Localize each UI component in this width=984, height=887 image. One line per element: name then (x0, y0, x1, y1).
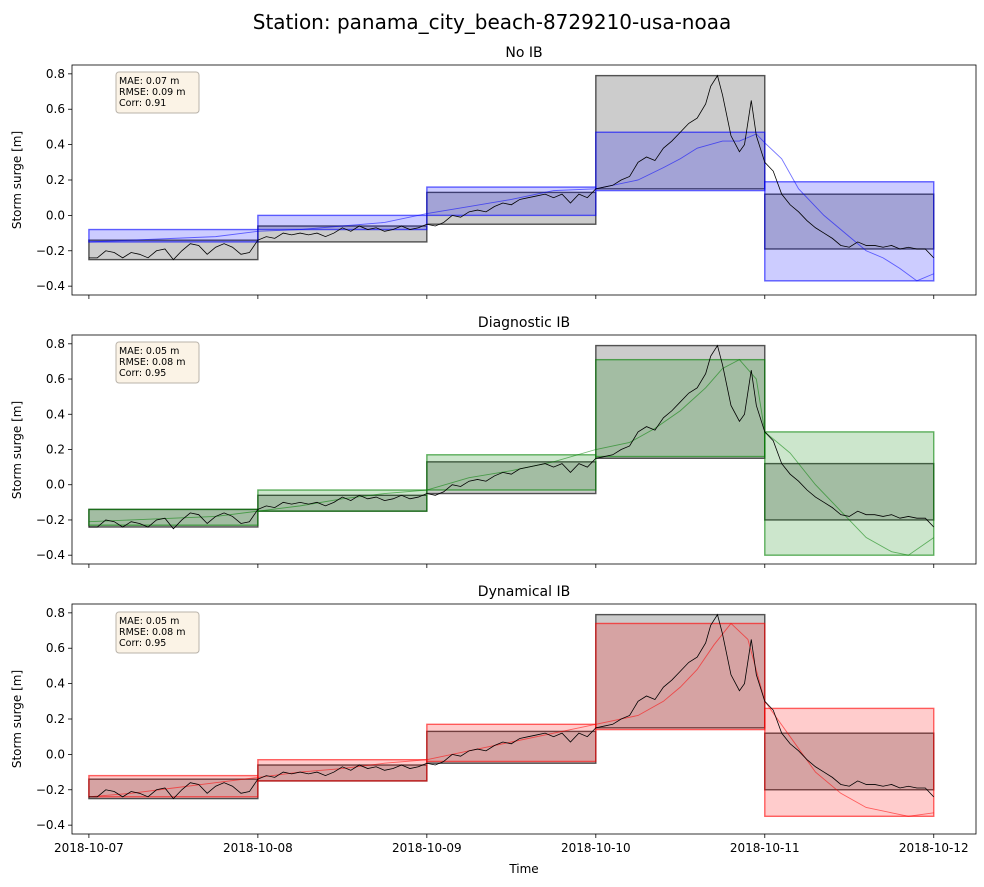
y-tick-label: 0.0 (46, 208, 65, 222)
model-range-box (257, 214, 428, 231)
observed-range-box (764, 732, 935, 791)
model-range-box (426, 454, 597, 491)
y-tick-label: −0.2 (36, 244, 65, 258)
y-tick-label: 0.4 (46, 407, 65, 421)
model-boxes (88, 622, 935, 818)
observed-range-box (426, 191, 597, 225)
stat-corr: Corr: 0.95 (119, 638, 166, 649)
model-range-box (595, 358, 766, 458)
observed-range-box (426, 730, 597, 764)
model-series-line (88, 359, 935, 556)
model-series (88, 133, 934, 282)
y-axis-label: Storm surge [m] (10, 401, 24, 499)
x-tick-label: 2018-10-10 (561, 841, 631, 855)
stats-box-frame (115, 71, 200, 114)
y-tick-label: −0.4 (36, 279, 65, 293)
stat-rmse: RMSE: 0.08 m (119, 627, 185, 638)
y-tick-label: −0.4 (36, 548, 65, 562)
y-tick-label: 0.2 (46, 173, 65, 187)
panel-title: No IB (505, 45, 542, 61)
panel-title: Dynamical IB (478, 584, 570, 600)
axes: −0.4 −0.2 0.0 0.2 0.4 0.6 0.8 (36, 64, 977, 299)
figure-title: Station: panama_city_beach-8729210-usa-n… (253, 10, 731, 34)
model-range-box (764, 431, 935, 556)
stat-mae: MAE: 0.05 m (119, 616, 179, 627)
y-tick-label: 0.6 (46, 372, 65, 386)
y-tick-label: 0.8 (46, 337, 65, 351)
x-axis-label: Time (508, 862, 538, 876)
stats-box-frame (115, 611, 200, 654)
model-series-line (88, 133, 934, 282)
model-range-box (764, 707, 935, 818)
x-tick-label: 2018-10-08 (223, 841, 293, 855)
observed-series (88, 613, 935, 800)
y-tick-label: 0.8 (46, 67, 65, 81)
model-boxes (88, 358, 935, 556)
x-tick-label: 2018-10-11 (730, 841, 800, 855)
observed-series-line (88, 613, 935, 800)
observed-boxes (88, 344, 935, 528)
model-range-box (595, 131, 766, 192)
stat-corr: Corr: 0.95 (119, 368, 166, 379)
panel-title: Diagnostic IB (478, 315, 570, 331)
model-range-box (257, 758, 428, 782)
model-boxes (88, 131, 935, 282)
stats-box-frame (115, 341, 200, 384)
stat-mae: MAE: 0.05 m (119, 346, 179, 357)
y-tick-label: 0.6 (46, 102, 65, 116)
stats-box: MAE: 0.05 m RMSE: 0.08 m Corr: 0.95 (115, 611, 200, 654)
panel-no-ib: No IB Storm surge [m] −0.4 −0.2 0.0 0.2 0.4 0… (10, 45, 977, 299)
axes: −0.4 −0.2 0.0 0.2 0.4 0.6 0.8 2018-10-07 2018-10… (36, 603, 977, 855)
observed-series (88, 344, 935, 530)
observed-series-line (88, 74, 935, 261)
y-tick-label: 0.0 (46, 478, 65, 492)
y-tick-label: 0.4 (46, 677, 65, 691)
y-tick-label: 0.2 (46, 443, 65, 457)
stat-mae: MAE: 0.07 m (119, 76, 179, 87)
model-range-box (595, 622, 766, 731)
observed-boxes (88, 613, 935, 800)
observed-series (88, 74, 935, 261)
panel-dynamical-ib: Dynamical IB Storm surge [m] −0.4 −0.2 0.0… (10, 584, 977, 876)
y-tick-label: 0.0 (46, 747, 65, 761)
model-series (88, 359, 935, 556)
stat-corr: Corr: 0.91 (119, 98, 166, 109)
axes: −0.4 −0.2 0.0 0.2 0.4 0.6 0.8 (36, 334, 977, 568)
x-tick-label: 2018-10-07 (54, 841, 124, 855)
observed-range-box (595, 613, 766, 729)
y-axis-label: Storm surge [m] (10, 131, 24, 229)
y-tick-label: 0.6 (46, 641, 65, 655)
observed-range-box (88, 239, 259, 261)
stat-rmse: RMSE: 0.09 m (119, 87, 185, 98)
y-tick-label: 0.8 (46, 606, 65, 620)
y-tick-label: −0.2 (36, 513, 65, 527)
stat-rmse: RMSE: 0.08 m (119, 357, 185, 368)
x-tick-label: 2018-10-09 (392, 841, 462, 855)
observed-range-box (426, 461, 597, 495)
y-tick-label: 0.2 (46, 712, 65, 726)
stats-box: MAE: 0.07 m RMSE: 0.09 m Corr: 0.91 (115, 71, 200, 114)
model-range-box (88, 508, 259, 526)
panel-diagnostic-ib: Diagnostic IB Storm surge [m] −0.4 −0.2 0.… (10, 315, 977, 568)
model-range-box (426, 186, 597, 217)
model-range-box (764, 181, 935, 282)
y-tick-label: −0.2 (36, 783, 65, 797)
y-axis-label: Storm surge [m] (10, 670, 24, 768)
y-tick-label: 0.4 (46, 138, 65, 152)
observed-series-line (88, 344, 935, 530)
x-tick-label: 2018-10-12 (899, 841, 969, 855)
y-tick-label: −0.4 (36, 818, 65, 832)
model-range-box (88, 228, 259, 243)
observed-range-box (764, 462, 935, 521)
stats-box: MAE: 0.05 m RMSE: 0.08 m Corr: 0.95 (115, 341, 200, 384)
